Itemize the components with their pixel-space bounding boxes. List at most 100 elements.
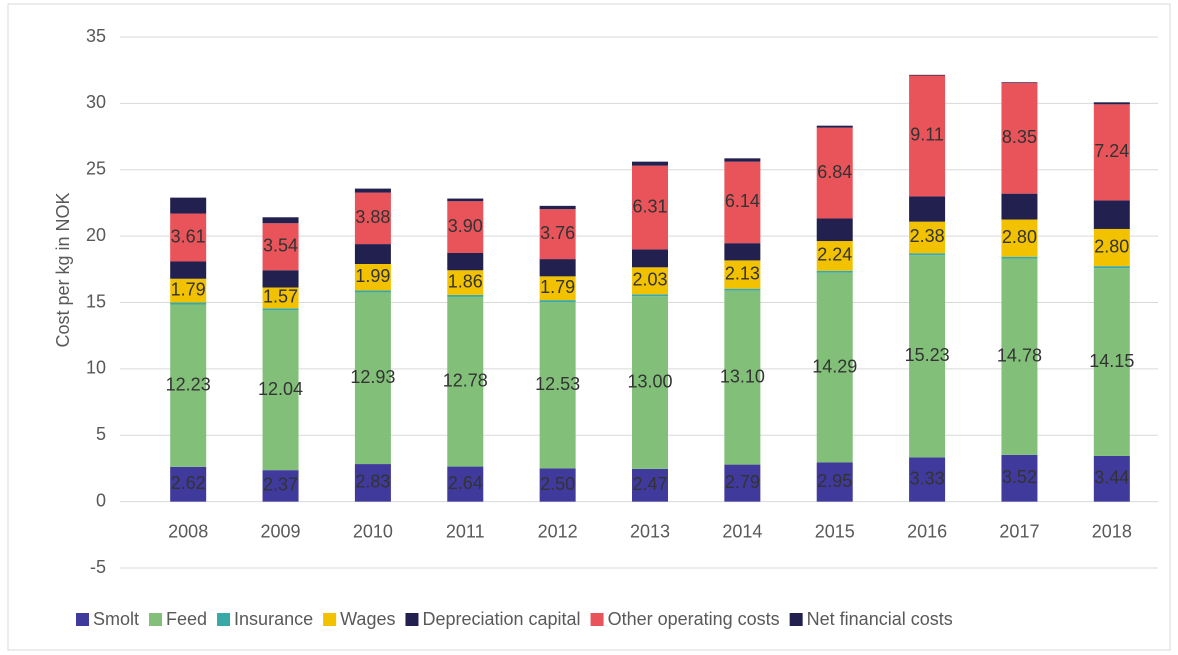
bar-segment — [632, 161, 668, 166]
bar-segment — [262, 308, 299, 311]
x-tick-label: 2016 — [907, 521, 947, 541]
legend-label: Feed — [166, 609, 207, 629]
data-label: 2.83 — [355, 472, 390, 492]
bar-segment — [724, 290, 761, 465]
bar-segment — [354, 192, 391, 245]
y-tick-label: 5 — [96, 424, 106, 444]
data-label: 1.57 — [263, 287, 298, 307]
data-label: 3.52 — [1002, 467, 1037, 487]
legend-label: Wages — [340, 609, 395, 629]
bar-segment — [909, 255, 946, 458]
bar-segment — [262, 270, 299, 288]
legend-swatch — [590, 613, 604, 626]
bar-segment — [170, 302, 207, 305]
bar-segment — [447, 201, 484, 253]
data-label: 12.23 — [166, 374, 211, 394]
bar-segment — [816, 270, 853, 273]
bar-segment — [816, 125, 853, 128]
bar-segment — [170, 261, 207, 279]
bar-segment — [447, 270, 484, 295]
y-axis-label: Cost per kg in NOK — [53, 192, 73, 347]
bar-segment — [909, 221, 946, 254]
bar-segment — [1093, 455, 1130, 502]
data-label: 1.99 — [355, 266, 390, 286]
data-label: 14.15 — [1089, 351, 1134, 371]
data-label: 2.64 — [448, 473, 483, 493]
bar-segment — [816, 241, 853, 271]
bar-segment — [909, 74, 946, 76]
bar-segment — [539, 209, 576, 260]
bar-segment — [170, 304, 207, 467]
legend-label: Other operating costs — [608, 609, 780, 629]
data-label: 6.31 — [632, 196, 667, 216]
bar-segment — [539, 205, 576, 210]
bar-segment — [724, 158, 761, 162]
data-label: 7.24 — [1094, 141, 1129, 161]
bar-segment — [1001, 454, 1038, 502]
bar-segment — [447, 466, 484, 502]
x-tick-label: 2014 — [722, 521, 762, 541]
bar-segment — [1093, 102, 1130, 105]
bar-segment — [447, 198, 484, 202]
bar-segment — [262, 310, 299, 471]
bar-segment — [354, 464, 391, 502]
bar-segment — [1001, 82, 1038, 83]
data-label: 2.62 — [171, 473, 206, 493]
legend-label: Insurance — [234, 609, 313, 629]
data-label: 2.79 — [725, 472, 760, 492]
data-label: 3.33 — [910, 468, 945, 488]
bar-segment — [539, 300, 576, 303]
y-tick-label: -5 — [90, 557, 106, 577]
data-label: 12.04 — [258, 379, 303, 399]
data-label: 9.11 — [910, 125, 944, 145]
y-tick-label: 25 — [86, 159, 106, 179]
bar-segment — [1093, 268, 1130, 456]
bar-segment — [632, 294, 668, 297]
data-label: 6.14 — [725, 191, 760, 211]
bar-segment — [724, 260, 761, 289]
y-tick-label: 15 — [86, 291, 106, 311]
bar-segment — [724, 243, 761, 261]
data-label: 1.79 — [540, 277, 575, 297]
bar-segment — [816, 218, 853, 242]
data-label: 2.24 — [817, 245, 852, 265]
bar-segment — [262, 287, 299, 309]
bar-segment — [724, 161, 761, 244]
bar-segment — [170, 197, 207, 214]
data-label: 2.80 — [1002, 227, 1037, 247]
y-tick-label: 20 — [86, 225, 106, 245]
legend-swatch — [405, 613, 419, 626]
data-label: 13.10 — [720, 366, 765, 386]
bar-segment — [447, 294, 484, 297]
bar-segment — [354, 244, 391, 265]
x-tick-label: 2010 — [353, 521, 393, 541]
legend-swatch — [149, 613, 163, 626]
bar-segment — [262, 470, 299, 502]
data-label: 15.23 — [905, 345, 950, 365]
legend-swatch — [217, 613, 231, 626]
x-tick-label: 2008 — [168, 521, 208, 541]
x-tick-label: 2011 — [446, 521, 485, 541]
y-tick-label: 35 — [86, 26, 106, 46]
bar-segment — [170, 278, 207, 303]
x-tick-label: 2015 — [815, 521, 855, 541]
bar-segment — [354, 292, 391, 465]
data-label: 13.00 — [627, 371, 672, 391]
data-label: 1.79 — [171, 279, 206, 299]
data-label: 12.93 — [350, 367, 395, 387]
data-label: 6.84 — [817, 162, 852, 182]
legend-label: Depreciation capital — [422, 609, 580, 629]
bar-segment — [1001, 82, 1038, 194]
bar-segment — [539, 259, 576, 277]
bar-segment — [262, 223, 299, 271]
bar-segment — [354, 290, 391, 293]
data-label: 3.90 — [448, 216, 483, 236]
x-tick-label: 2009 — [261, 521, 301, 541]
bar-segment — [724, 288, 761, 291]
legend-swatch — [76, 613, 89, 626]
y-tick-label: 30 — [86, 92, 106, 112]
bar-segment — [354, 264, 391, 291]
data-label: 2.50 — [540, 474, 575, 494]
bar-segment — [1001, 258, 1038, 455]
bar-segment — [1093, 200, 1130, 229]
